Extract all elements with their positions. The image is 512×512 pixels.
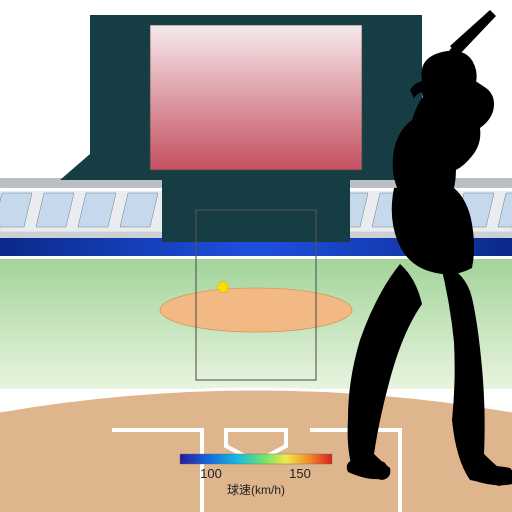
pitchers-mound [160, 288, 352, 332]
legend-tick-label: 150 [289, 466, 311, 481]
legend-title: 球速(km/h) [227, 483, 285, 497]
legend-colorbar [180, 454, 332, 464]
scoreboard-screen [150, 25, 362, 170]
scoreboard-base [162, 180, 350, 242]
pitch-marker [218, 282, 229, 293]
pitch-location-chart: 100 150 球速(km/h) [0, 0, 512, 512]
legend-tick-label: 100 [200, 466, 222, 481]
